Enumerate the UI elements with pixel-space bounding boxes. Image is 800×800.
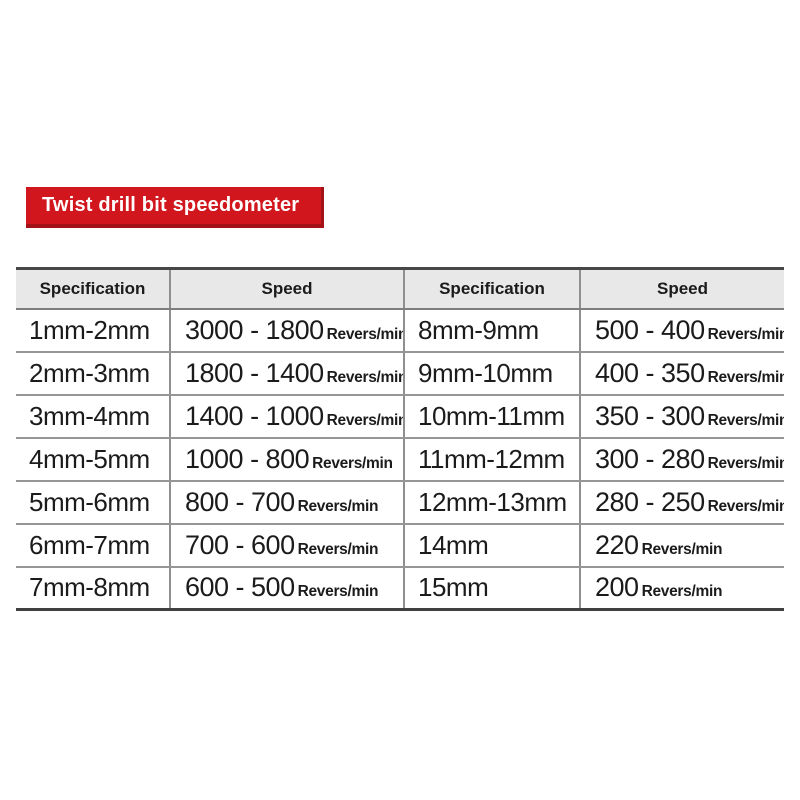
speed-unit: Revers/min bbox=[297, 540, 379, 558]
header-specification-right: Specification bbox=[404, 268, 581, 310]
speed-cell: 3000 - 1800 Revers/min bbox=[170, 308, 405, 353]
table-row: 3mm-4mm 1400 - 1000 Revers/min 10mm-11mm … bbox=[16, 394, 784, 439]
speed-range: 200 bbox=[595, 572, 639, 603]
drill-speed-table: Specification Speed Specification Speed … bbox=[16, 267, 784, 611]
header-specification-left: Specification bbox=[16, 268, 171, 310]
spec-cell: 9mm-10mm bbox=[404, 351, 581, 396]
table-row: 4mm-5mm 1000 - 800 Revers/min 11mm-12mm 3… bbox=[16, 437, 784, 482]
speed-range: 300 - 280 bbox=[595, 443, 705, 474]
table-row: 7mm-8mm 600 - 500 Revers/min 15mm 200 Reve… bbox=[16, 566, 784, 610]
table-row: 1mm-2mm 3000 - 1800 Revers/min 8mm-9mm 50… bbox=[16, 308, 784, 353]
speed-cell: 350 - 300 Revers/min bbox=[580, 394, 784, 439]
speed-unit: Revers/min bbox=[707, 454, 784, 472]
header-speed-left: Speed bbox=[170, 268, 405, 310]
speed-unit: Revers/min bbox=[707, 325, 784, 343]
speed-cell: 400 - 350 Revers/min bbox=[580, 351, 784, 396]
speed-unit: Revers/min bbox=[707, 368, 784, 386]
speed-range: 1400 - 1000 bbox=[185, 400, 324, 431]
speed-range: 700 - 600 bbox=[185, 529, 295, 560]
speed-range: 400 - 350 bbox=[595, 357, 705, 388]
table-row: 6mm-7mm 700 - 600 Revers/min 14mm 220 Reve… bbox=[16, 523, 784, 568]
speed-unit: Revers/min bbox=[707, 497, 784, 515]
speed-unit: Revers/min bbox=[707, 411, 784, 429]
speed-range: 220 bbox=[595, 529, 639, 560]
spec-cell: 3mm-4mm bbox=[16, 394, 171, 439]
speed-cell: 1800 - 1400 Revers/min bbox=[170, 351, 405, 396]
title-banner: Twist drill bit speedometer bbox=[26, 187, 325, 228]
speed-cell: 800 - 700 Revers/min bbox=[170, 480, 405, 525]
spec-cell: 2mm-3mm bbox=[16, 351, 171, 396]
spec-cell: 6mm-7mm bbox=[16, 523, 171, 568]
spec-cell: 10mm-11mm bbox=[404, 394, 581, 439]
speed-unit: Revers/min bbox=[297, 583, 379, 601]
speed-unit: Revers/min bbox=[326, 325, 404, 343]
speed-range: 500 - 400 bbox=[595, 314, 705, 345]
speed-cell: 220 Revers/min bbox=[580, 523, 784, 568]
speed-cell: 300 - 280 Revers/min bbox=[580, 437, 784, 482]
speed-range: 350 - 300 bbox=[595, 400, 705, 431]
table-row: 5mm-6mm 800 - 700 Revers/min 12mm-13mm 28… bbox=[16, 480, 784, 525]
speed-unit: Revers/min bbox=[326, 368, 404, 386]
speed-range: 600 - 500 bbox=[185, 572, 295, 603]
speed-cell: 1400 - 1000 Revers/min bbox=[170, 394, 405, 439]
speed-unit: Revers/min bbox=[326, 411, 404, 429]
speed-unit: Revers/min bbox=[641, 583, 723, 601]
speed-range: 280 - 250 bbox=[595, 486, 705, 517]
speed-range: 1800 - 1400 bbox=[185, 357, 324, 388]
speed-cell: 600 - 500 Revers/min bbox=[170, 566, 405, 610]
spec-cell: 8mm-9mm bbox=[404, 308, 581, 353]
speed-cell: 500 - 400 Revers/min bbox=[580, 308, 784, 353]
table-header-row: Specification Speed Specification Speed bbox=[16, 268, 784, 310]
spec-cell: 15mm bbox=[404, 566, 581, 610]
spec-cell: 4mm-5mm bbox=[16, 437, 171, 482]
spec-cell: 7mm-8mm bbox=[16, 566, 171, 610]
speed-range: 3000 - 1800 bbox=[185, 314, 324, 345]
table-row: 2mm-3mm 1800 - 1400 Revers/min 9mm-10mm 4… bbox=[16, 351, 784, 396]
speed-cell: 1000 - 800 Revers/min bbox=[170, 437, 405, 482]
speed-range: 1000 - 800 bbox=[185, 443, 310, 474]
spec-cell: 11mm-12mm bbox=[404, 437, 581, 482]
spec-cell: 12mm-13mm bbox=[404, 480, 581, 525]
speed-range: 800 - 700 bbox=[185, 486, 295, 517]
header-speed-right: Speed bbox=[580, 268, 784, 310]
spec-cell: 14mm bbox=[404, 523, 581, 568]
speed-unit: Revers/min bbox=[641, 540, 723, 558]
speed-unit: Revers/min bbox=[297, 497, 379, 515]
speed-cell: 280 - 250 Revers/min bbox=[580, 480, 784, 525]
speed-cell: 200 Revers/min bbox=[580, 567, 784, 610]
title-banner-label: Twist drill bit speedometer bbox=[42, 194, 300, 216]
spec-cell: 1mm-2mm bbox=[16, 308, 171, 353]
speed-cell: 700 - 600 Revers/min bbox=[170, 523, 405, 568]
speed-unit: Revers/min bbox=[312, 454, 393, 472]
spec-cell: 5mm-6mm bbox=[16, 480, 171, 525]
